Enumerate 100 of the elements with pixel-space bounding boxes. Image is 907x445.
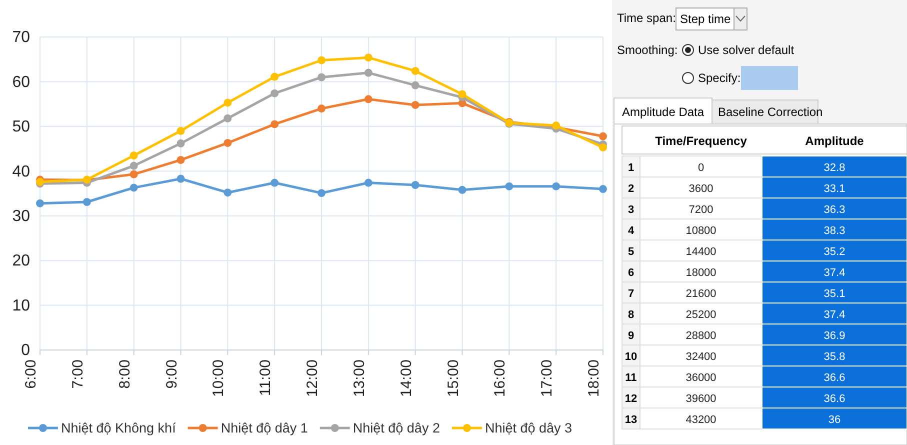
- point: [130, 152, 138, 160]
- point: [82, 198, 91, 206]
- x-tick-label: 17:00: [538, 360, 556, 398]
- point: [411, 100, 420, 109]
- point: [318, 56, 326, 64]
- data-label: 10800: [686, 225, 716, 237]
- data-label: 37.4: [824, 309, 846, 321]
- data-label: 33.1: [824, 183, 846, 195]
- data-label: 36.9: [824, 330, 846, 342]
- y-tick-label: 6: [628, 267, 634, 279]
- data-label: 0: [698, 162, 704, 174]
- point: [364, 178, 372, 187]
- point: [224, 138, 232, 147]
- text: Specify:: [698, 71, 741, 85]
- text: Time span:: [617, 11, 676, 25]
- text: Baseline Correction: [718, 105, 823, 119]
- point: [364, 95, 372, 104]
- point: [176, 126, 185, 135]
- x-tick-label: 15:00: [444, 360, 462, 398]
- data-label: 35.2: [824, 246, 846, 258]
- data-label: 32.8: [824, 162, 846, 174]
- x-tick-label: 8:00: [116, 360, 134, 389]
- legend-label: Nhiệt độ dây 2: [352, 420, 440, 436]
- y-tick-label: 8: [628, 309, 634, 321]
- y-tick-label: 60: [12, 74, 30, 91]
- y-tick-label: 40: [12, 163, 30, 180]
- y-tick-label: 10: [12, 297, 30, 314]
- point: [411, 81, 420, 90]
- point: [364, 68, 372, 77]
- data-label: 38.3: [824, 225, 846, 237]
- legend-label: Nhiệt độ dây 1: [220, 420, 308, 436]
- x-tick-label: 13:00: [350, 360, 368, 398]
- point: [505, 182, 514, 190]
- legend-label: Nhiệt độ Không khí: [60, 420, 176, 436]
- point: [270, 120, 279, 128]
- y-tick-label: 1: [628, 162, 634, 174]
- point: [130, 162, 138, 170]
- x-tick-label: 12:00: [304, 360, 321, 398]
- x-tick-label: 14:00: [398, 360, 415, 398]
- point: [176, 174, 185, 183]
- point: [270, 89, 279, 98]
- point: [318, 104, 326, 113]
- point: [224, 114, 232, 122]
- data-label: 35.1: [824, 288, 846, 300]
- point: [224, 188, 232, 197]
- data-label: 36.3: [824, 204, 846, 216]
- data-label: 7200: [688, 204, 714, 216]
- point: [599, 185, 607, 194]
- text: Amplitude Data: [622, 105, 704, 119]
- point: [552, 182, 560, 190]
- data-label: 18000: [686, 267, 716, 279]
- y-tick-label: 50: [12, 118, 30, 136]
- point: [130, 184, 138, 192]
- x-tick-label: Amplitude: [805, 134, 864, 148]
- data-label: 36: [828, 414, 841, 426]
- data-label: 43200: [686, 414, 716, 426]
- data-label: 28800: [686, 330, 716, 342]
- point: [270, 178, 279, 187]
- data-label: 3600: [688, 183, 714, 195]
- point: [36, 199, 44, 208]
- x-tick-label: 18:00: [586, 360, 602, 398]
- data-label: 36.6: [824, 372, 846, 384]
- point: [270, 72, 279, 81]
- point: [318, 73, 326, 82]
- y-tick-label: 7: [628, 288, 634, 300]
- data-label: 25200: [686, 309, 716, 321]
- y-tick-label: 13: [624, 414, 638, 426]
- y-tick-label: 5: [628, 246, 634, 258]
- x-tick-label: 10:00: [210, 360, 228, 398]
- x-tick-label: Time/Frequency: [655, 134, 748, 148]
- data-label: 14400: [686, 246, 716, 258]
- point: [176, 156, 185, 164]
- y-tick-label: 10: [624, 351, 638, 363]
- point: [411, 181, 420, 189]
- text: Step time: [680, 12, 732, 26]
- y-tick-label: 0: [21, 342, 30, 360]
- x-tick-label: 7:00: [69, 360, 86, 389]
- data-label: 21600: [686, 288, 716, 300]
- data-label: 37.4: [824, 267, 846, 279]
- y-tick-label: 11: [625, 372, 637, 384]
- x-tick-label: 16:00: [492, 360, 509, 398]
- x-tick-label: 6:00: [22, 360, 40, 389]
- y-tick-label: 2: [628, 183, 634, 195]
- point: [411, 67, 420, 75]
- data-label: 32400: [686, 351, 716, 363]
- point: [364, 54, 372, 62]
- y-tick-label: 9: [628, 330, 634, 342]
- text: Smoothing:: [617, 43, 678, 57]
- data-label: 39600: [686, 393, 716, 405]
- point: [458, 90, 466, 98]
- y-tick-label: 4: [628, 225, 635, 237]
- data-label: 36.6: [824, 393, 846, 405]
- text: Use solver default: [698, 43, 795, 57]
- point: [176, 139, 185, 148]
- y-tick-label: 30: [12, 208, 30, 225]
- x-tick-label: 9:00: [163, 360, 180, 389]
- point: [130, 170, 138, 178]
- point: [224, 98, 232, 107]
- y-tick-label: 3: [628, 204, 634, 216]
- point: [458, 186, 466, 194]
